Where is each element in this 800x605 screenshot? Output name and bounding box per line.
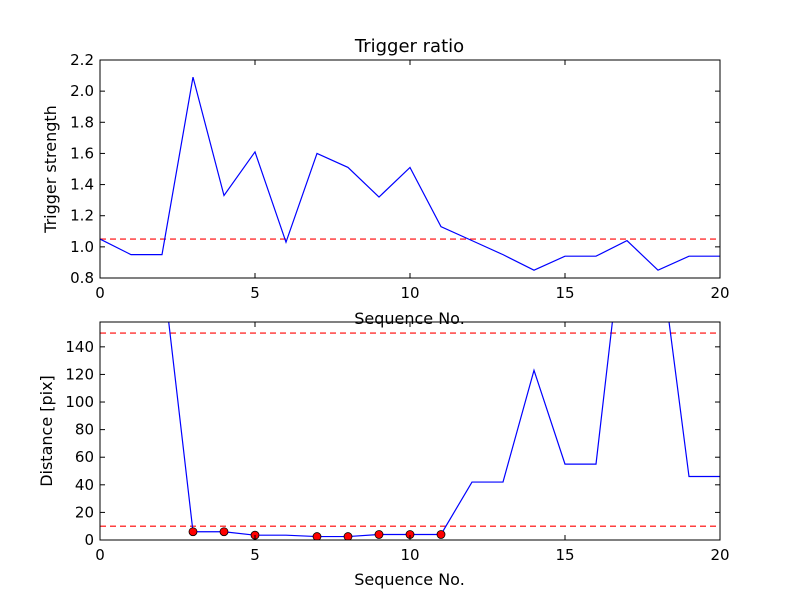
top-chart-ytick-label: 1.0: [70, 238, 94, 256]
top-chart-xtick-label: 10: [400, 284, 419, 302]
top-chart-ytick-label: 2.0: [70, 82, 94, 100]
bottom-chart: 0 5 10 15 20 0 20 40 60 80 100 120 140: [65, 321, 730, 564]
bottom-chart-ytick-label: 100: [65, 393, 94, 411]
bottom-chart-xtick-label: 10: [400, 546, 419, 564]
bottom-chart-xtick-label: 15: [555, 546, 574, 564]
bottom-chart-xtick-label: 5: [250, 546, 260, 564]
top-chart-ytick-label: 0.8: [70, 269, 94, 287]
bottom-chart-marker-point: [219, 527, 229, 537]
bottom-chart-marker-point: [312, 532, 322, 540]
bottom-chart-ytick-label: 20: [75, 503, 94, 521]
top-chart-xtick-label: 20: [710, 284, 729, 302]
top-chart-xtick-label: 5: [250, 284, 260, 302]
top-chart-ylabel: Trigger strength: [41, 105, 60, 234]
top-chart-ytick-label: 1.6: [70, 144, 94, 162]
top-chart: 0 5 10 15 20 0.8 1.0 1.2 1.4 1.6 1.8 2.0 2.2: [70, 51, 729, 302]
top-chart-xtick-label: 0: [95, 284, 105, 302]
bottom-chart-xtick-label: 0: [95, 546, 105, 564]
bottom-chart-marker-point: [374, 530, 384, 539]
bottom-chart-ytick-label: 120: [65, 365, 94, 383]
top-chart-ytick-label: 2.2: [70, 51, 94, 69]
top-chart-ytick-label: 1.8: [70, 113, 94, 131]
top-chart-plot-area: [100, 76, 720, 271]
top-chart-xlabel: Sequence No.: [354, 309, 465, 328]
top-chart-ytick-label: 1.2: [70, 207, 94, 225]
bottom-chart-ytick-label: 140: [65, 338, 94, 356]
bottom-chart-ylabel: Distance [pix]: [37, 375, 56, 487]
top-chart-xtick-label: 15: [555, 284, 574, 302]
top-chart-ytick-label: 1.4: [70, 176, 94, 194]
bottom-chart-ytick-label: 60: [75, 448, 94, 466]
bottom-chart-ytick-label: 0: [84, 531, 94, 549]
bottom-chart-xtick-label: 20: [710, 546, 729, 564]
top-chart-title: Trigger ratio: [354, 36, 464, 57]
bottom-chart-marker-point: [188, 527, 198, 537]
bottom-chart-xlabel: Sequence No.: [354, 570, 465, 589]
bottom-chart-ytick-label: 80: [75, 421, 94, 439]
bottom-chart-marker-point: [436, 530, 446, 539]
top-chart-series-line-0: [100, 76, 720, 271]
bottom-chart-ytick-label: 40: [75, 476, 94, 494]
bottom-chart-marker-point: [343, 532, 353, 540]
